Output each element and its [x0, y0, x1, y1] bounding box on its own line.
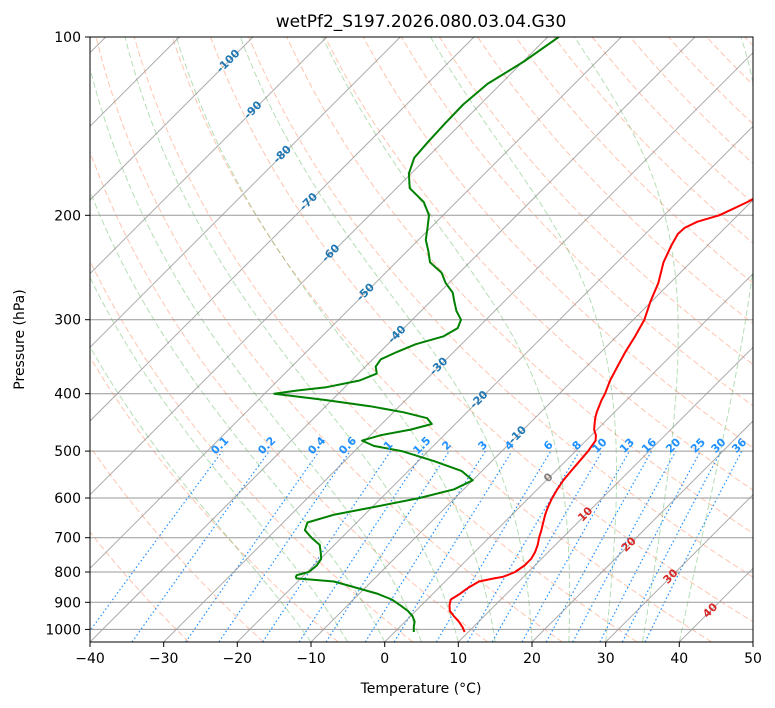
moist-adiabat-lines	[90, 37, 753, 642]
isotherm-line	[90, 37, 549, 496]
x-tick-label: 50	[744, 651, 762, 667]
y-tick-label: 300	[54, 313, 81, 329]
isotherm-line	[90, 37, 622, 570]
isotherm-line	[605, 493, 753, 642]
mixing-ratio-line	[131, 450, 270, 642]
mixing-ratio-line	[185, 450, 320, 642]
plot-area: 0.1 0.2 0.4 0.6 1 1.5 2 3 4 6 8 10 13 16 20 25 30 36-100-…	[90, 37, 753, 642]
moist-adiabat-line	[678, 37, 753, 642]
x-axis-ticks: −40 −30 −20 −10 0 10 20 30 40 50	[75, 642, 762, 667]
moist-adiabat-line	[90, 345, 312, 642]
mixing-ratio-line	[90, 450, 223, 632]
isotherm-line	[90, 37, 475, 422]
dry-adiabat-line	[90, 445, 264, 642]
dry-adiabat-line	[438, 37, 753, 366]
dry-adiabat-line	[90, 356, 339, 642]
isotherm-line	[90, 37, 696, 642]
y-axis-ticks: 100 200 300 400 500 600 700 800 900 1000	[45, 30, 90, 638]
y-tick-label: 100	[54, 30, 81, 46]
x-tick-label: 10	[449, 651, 467, 667]
isotherm-line	[457, 346, 753, 642]
x-tick-label: −30	[149, 651, 179, 667]
dewpoint-trace	[273, 37, 560, 632]
x-tick-label: 40	[670, 651, 688, 667]
mixing-ratio-lines	[90, 450, 743, 642]
dry-adiabat-line	[90, 531, 190, 642]
mixing-ratio-line	[218, 450, 351, 642]
moist-adiabat-line	[574, 37, 679, 642]
mixing-ratio-line	[298, 450, 425, 642]
moist-adiabat-line	[239, 37, 533, 642]
isotherm-line	[90, 37, 401, 349]
dry-adiabat-lines	[90, 37, 753, 642]
dry-adiabat-line	[133, 37, 638, 642]
x-tick-label: 30	[597, 651, 615, 667]
mixing-ratio-line	[521, 450, 631, 642]
moist-adiabat-line	[124, 37, 459, 642]
isotherm-line	[90, 37, 254, 201]
isotherm-line	[163, 51, 753, 642]
mixing-ratio-line	[262, 450, 392, 642]
dry-adiabat-line	[400, 37, 753, 407]
temperature-trace	[448, 197, 753, 633]
y-tick-label: 500	[54, 444, 81, 460]
y-tick-label: 400	[54, 387, 81, 403]
moist-adiabat-line	[430, 37, 617, 642]
dry-adiabat-line	[95, 37, 563, 642]
mixing-ratio-line	[325, 450, 450, 642]
dry-adiabat-line	[515, 37, 753, 284]
moist-adiabat-line	[322, 37, 571, 642]
isotherm-line	[531, 420, 753, 642]
isotherm-lines	[90, 37, 753, 642]
y-tick-label: 900	[54, 595, 81, 611]
mixing-ratio-line	[644, 450, 743, 642]
y-tick-label: 1000	[45, 622, 81, 638]
mixing-ratio-line	[572, 450, 677, 642]
dry-adiabat-line	[90, 150, 488, 642]
x-tick-label: 20	[523, 651, 541, 667]
isotherm-line	[90, 37, 328, 275]
moist-adiabat-line	[90, 189, 386, 642]
moist-adiabat-line	[90, 276, 349, 642]
moist-adiabat-line	[175, 37, 496, 642]
y-axis-label: Pressure (hPa)	[12, 289, 28, 389]
x-tick-label: −40	[75, 651, 105, 667]
dry-adiabat-line	[248, 37, 753, 578]
isotherm-line	[384, 272, 753, 642]
y-tick-label: 800	[54, 565, 81, 581]
x-axis-label: Temperature (°C)	[360, 681, 482, 697]
y-tick-label: 200	[54, 208, 81, 224]
sounding-traces	[273, 37, 753, 633]
mixing-ratio-line	[545, 450, 653, 642]
dry-adiabat-line	[171, 37, 712, 642]
x-tick-label: −20	[223, 651, 253, 667]
isotherm-line	[236, 125, 753, 642]
y-tick-label: 700	[54, 531, 81, 547]
moist-adiabat-line	[90, 65, 422, 642]
isotherm-line	[310, 199, 753, 642]
plot-frame	[89, 36, 754, 643]
chart-title: wetPf2_S197.2026.080.03.04.G30	[276, 12, 567, 32]
x-tick-label: −10	[296, 651, 326, 667]
y-tick-label: 600	[54, 491, 81, 507]
mixing-ratio-line	[393, 450, 513, 642]
x-tick-label: 0	[380, 651, 389, 667]
